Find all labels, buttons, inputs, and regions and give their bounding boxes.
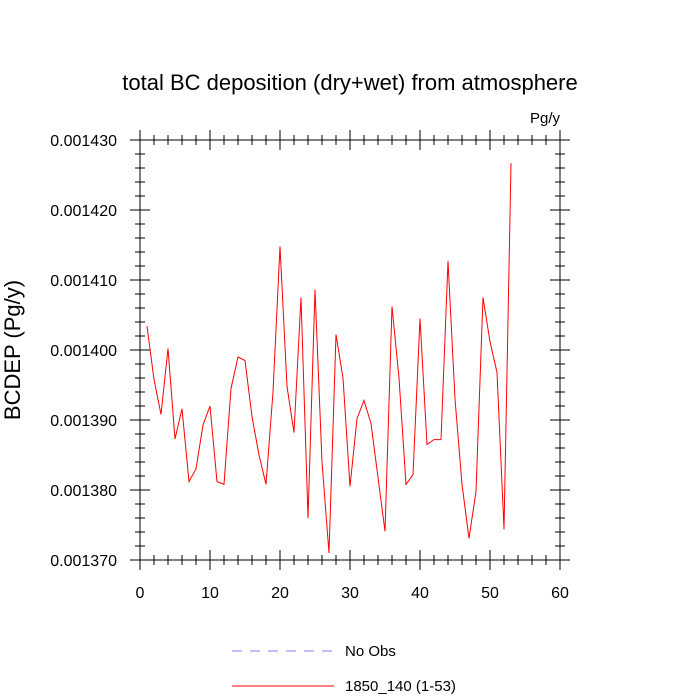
x-tick-label: 60 [551,585,569,602]
y-tick-label: 0.001380 [50,483,117,500]
y-tick-label: 0.001420 [50,203,117,220]
y-tick-label: 0.001390 [50,413,117,430]
x-tick-label: 50 [481,585,499,602]
x-tick-label: 20 [271,585,289,602]
x-tick-labels: 0 10 20 30 40 50 60 [136,585,569,602]
legend-label: No Obs [345,643,396,660]
x-tick-label: 10 [201,585,219,602]
x-tick-label: 0 [136,585,145,602]
x-tick-label: 40 [411,585,429,602]
y-tick-label: 0.001400 [50,343,117,360]
series-line [146,163,512,554]
plot-frame [139,139,561,561]
y-tick-labels: 0.001370 0.001380 0.001390 0.001400 0.001410… [50,133,117,570]
legend-label: 1850_140 (1-53) [345,678,456,695]
y-axis-label: BCDEP (Pg/y) [0,280,25,420]
x-tick-label: 30 [341,585,359,602]
units-label: Pg/y [530,110,561,127]
legend: No Obs 1850_140 (1-53) [232,643,456,695]
axis-ticks [130,130,570,570]
y-tick-label: 0.001430 [50,133,117,150]
series-group [146,163,512,554]
y-tick-label: 0.001370 [50,553,117,570]
y-tick-label: 0.001410 [50,273,117,290]
chart-title: total BC deposition (dry+wet) from atmos… [122,70,577,95]
